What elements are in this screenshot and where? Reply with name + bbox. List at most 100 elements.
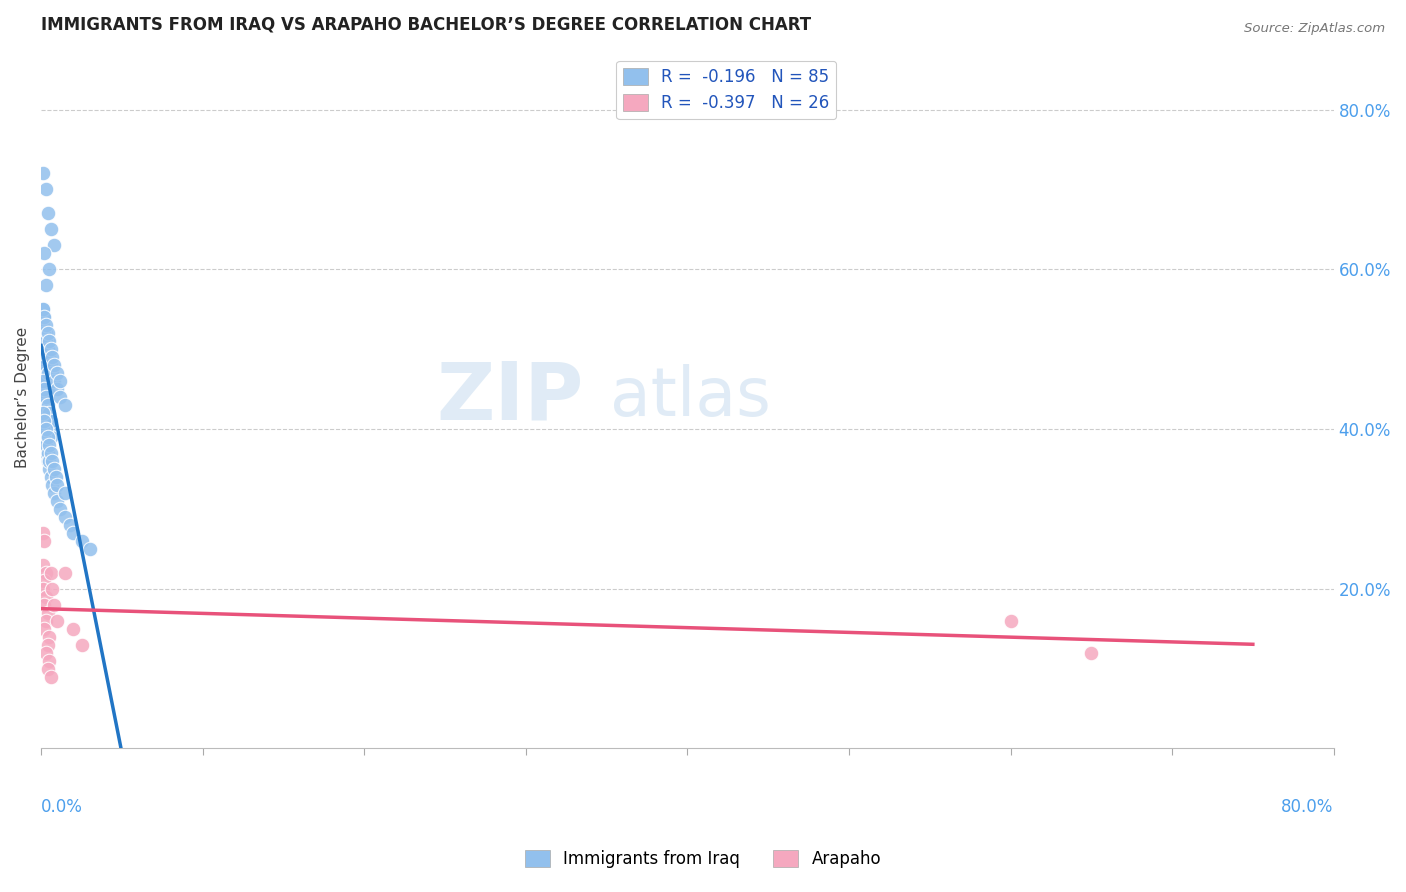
Point xyxy=(38,350,60,364)
Point xyxy=(37,334,59,348)
Point xyxy=(39,566,62,580)
Point xyxy=(41,582,63,596)
Point xyxy=(41,454,63,468)
Point xyxy=(42,486,65,500)
Point xyxy=(38,422,60,436)
Point xyxy=(35,406,58,420)
Point xyxy=(31,318,53,333)
Point xyxy=(37,662,59,676)
Point xyxy=(49,501,72,516)
Point xyxy=(1000,614,1022,628)
Point xyxy=(59,517,82,532)
Point xyxy=(46,366,69,380)
Point xyxy=(31,390,53,404)
Text: Source: ZipAtlas.com: Source: ZipAtlas.com xyxy=(1244,22,1385,36)
Point xyxy=(34,598,56,612)
Point xyxy=(37,430,59,444)
Point xyxy=(34,533,56,548)
Point xyxy=(35,358,58,372)
Point xyxy=(37,382,59,396)
Point xyxy=(39,342,62,356)
Point xyxy=(34,366,56,380)
Point xyxy=(39,446,62,460)
Point xyxy=(34,246,56,260)
Point xyxy=(35,374,58,388)
Text: IMMIGRANTS FROM IRAQ VS ARAPAHO BACHELOR’S DEGREE CORRELATION CHART: IMMIGRANTS FROM IRAQ VS ARAPAHO BACHELOR… xyxy=(41,15,811,33)
Point xyxy=(38,334,60,348)
Point xyxy=(70,638,93,652)
Point xyxy=(1080,646,1102,660)
Text: atlas: atlas xyxy=(610,364,770,430)
Point xyxy=(34,398,56,412)
Point xyxy=(31,406,53,420)
Point xyxy=(41,366,63,380)
Point xyxy=(38,406,60,420)
Point xyxy=(37,326,59,341)
Point xyxy=(38,630,60,644)
Legend: R =  -0.196   N = 85, R =  -0.397   N = 26: R = -0.196 N = 85, R = -0.397 N = 26 xyxy=(616,61,837,119)
Point xyxy=(45,470,67,484)
Point xyxy=(53,486,76,500)
Text: 0.0%: 0.0% xyxy=(41,797,83,815)
Point xyxy=(35,566,58,580)
Point xyxy=(31,422,53,436)
Point xyxy=(39,222,62,236)
Point xyxy=(42,462,65,476)
Point xyxy=(35,350,58,364)
Point xyxy=(31,525,53,540)
Point xyxy=(35,182,58,196)
Point xyxy=(79,541,101,556)
Point xyxy=(35,318,58,333)
Point xyxy=(35,390,58,404)
Point xyxy=(39,470,62,484)
Point xyxy=(37,398,59,412)
Point xyxy=(35,646,58,660)
Point xyxy=(38,262,60,277)
Point xyxy=(53,398,76,412)
Point xyxy=(31,302,53,317)
Point xyxy=(39,414,62,428)
Point xyxy=(41,350,63,364)
Point xyxy=(37,454,59,468)
Point xyxy=(37,446,59,460)
Point xyxy=(34,430,56,444)
Point xyxy=(42,598,65,612)
Point xyxy=(38,438,60,452)
Point xyxy=(35,334,58,348)
Point xyxy=(62,622,84,636)
Point xyxy=(62,525,84,540)
Point xyxy=(35,590,58,604)
Point xyxy=(37,206,59,220)
Point xyxy=(31,302,53,317)
Point xyxy=(37,638,59,652)
Point xyxy=(38,654,60,668)
Point xyxy=(34,574,56,588)
Point xyxy=(31,582,53,596)
Point xyxy=(34,310,56,325)
Point xyxy=(34,350,56,364)
Point xyxy=(34,622,56,636)
Point xyxy=(49,374,72,388)
Point xyxy=(35,614,58,628)
Point xyxy=(46,478,69,492)
Point xyxy=(42,358,65,372)
Point xyxy=(39,358,62,372)
Point xyxy=(37,342,59,356)
Point xyxy=(35,438,58,452)
Point xyxy=(34,310,56,325)
Point xyxy=(35,446,58,460)
Point xyxy=(46,382,69,396)
Point xyxy=(41,478,63,492)
Point xyxy=(31,342,53,356)
Point xyxy=(46,614,69,628)
Y-axis label: Bachelor’s Degree: Bachelor’s Degree xyxy=(15,326,30,467)
Point xyxy=(34,438,56,452)
Legend: Immigrants from Iraq, Arapaho: Immigrants from Iraq, Arapaho xyxy=(517,843,889,875)
Point xyxy=(53,509,76,524)
Point xyxy=(35,278,58,293)
Point xyxy=(39,670,62,684)
Point xyxy=(37,414,59,428)
Point xyxy=(31,374,53,388)
Point xyxy=(38,454,60,468)
Point xyxy=(34,382,56,396)
